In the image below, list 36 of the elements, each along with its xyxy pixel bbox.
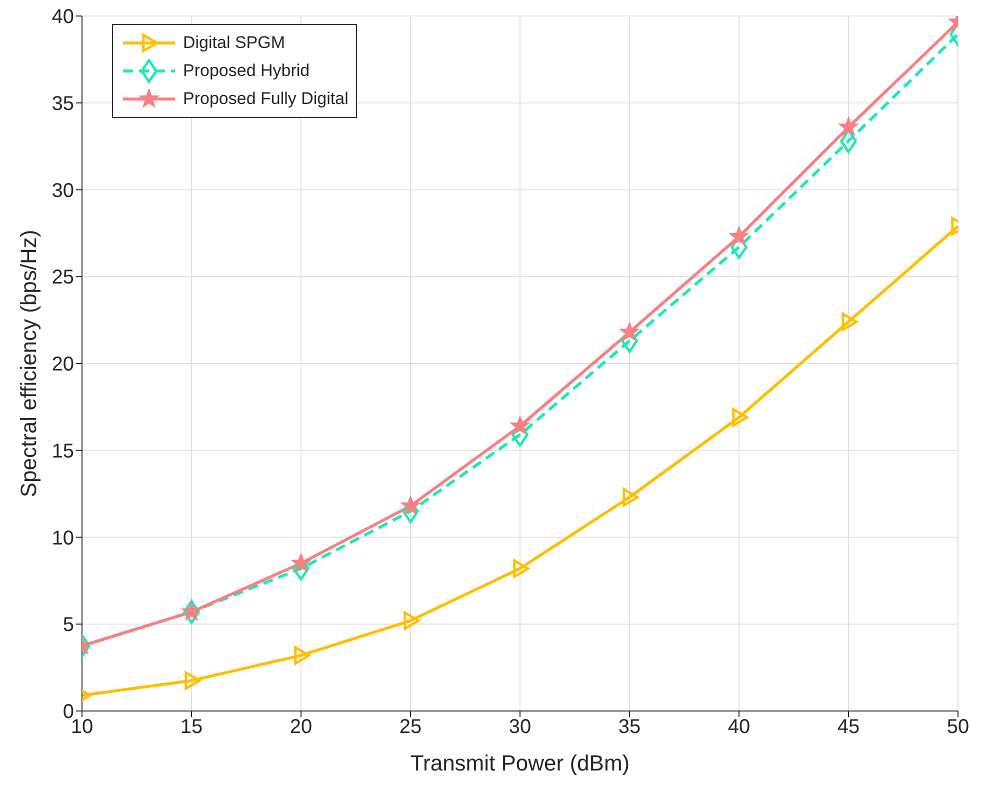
point — [513, 559, 530, 578]
y-tick-label: 10 — [52, 527, 74, 550]
point — [184, 671, 201, 690]
point — [404, 611, 420, 630]
point — [620, 322, 640, 340]
point — [842, 312, 858, 332]
point — [294, 646, 310, 665]
x-tick-label: 25 — [399, 716, 422, 738]
x-axis-title: Transmit Power (dBm) — [410, 750, 630, 776]
legend-label: Proposed Hybrid — [183, 61, 310, 81]
y-tick-label: 0 — [62, 701, 74, 724]
y-axis-title: Spectral efficiency (bps/Hz) — [16, 230, 41, 498]
x-tick-label: 40 — [728, 716, 750, 738]
x-tick-label: 30 — [508, 716, 532, 738]
y-tick-label: 15 — [52, 440, 74, 462]
x-tick-label: 45 — [837, 716, 860, 738]
legend-label: Digital SPGM — [183, 33, 286, 53]
y-tick-label: 40 — [52, 6, 74, 28]
legend-label: Proposed Fully Digital — [183, 89, 348, 109]
x-tick-label: 20 — [290, 716, 312, 738]
point — [622, 488, 639, 507]
point — [732, 408, 748, 427]
y-tick-label: 20 — [52, 354, 74, 376]
point — [182, 602, 202, 620]
y-tick-label: 35 — [52, 92, 74, 115]
point — [400, 496, 420, 514]
point — [729, 226, 749, 245]
point — [291, 553, 311, 572]
x-tick-label: 35 — [618, 716, 641, 738]
point — [510, 416, 530, 434]
x-tick-label: 15 — [180, 716, 203, 738]
y-tick-label: 25 — [52, 266, 74, 289]
point — [838, 117, 858, 136]
y-tick-label: 30 — [52, 180, 74, 202]
y-tick-label: 5 — [62, 614, 74, 636]
x-tick-label: 50 — [946, 716, 970, 738]
